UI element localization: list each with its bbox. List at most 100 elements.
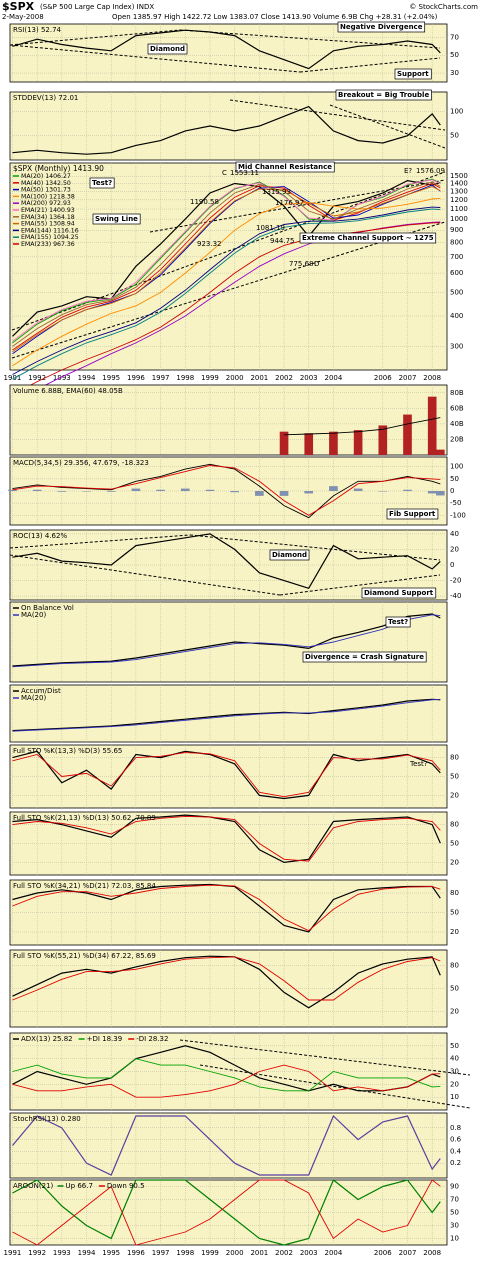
y-tick-label: 50 — [450, 840, 459, 848]
series-line — [12, 1179, 441, 1246]
x-tick-label: 2003 — [300, 1249, 318, 1257]
panel-background — [9, 91, 448, 161]
y-tick-label: 70 — [450, 33, 459, 41]
y-tick-label: 30 — [450, 69, 459, 77]
series-line — [12, 956, 441, 1001]
panel-background — [9, 601, 448, 683]
bar — [205, 489, 215, 491]
series-line — [12, 206, 441, 375]
series-line — [12, 613, 441, 667]
y-tick-label: -40 — [450, 592, 461, 600]
series-line — [12, 815, 441, 862]
bar — [427, 491, 437, 494]
annotation: C — [222, 169, 227, 177]
annotation: Diamond — [150, 45, 185, 53]
annotation: 944.75 — [270, 237, 295, 245]
x-tick-label: 1994 — [78, 374, 96, 382]
series-line — [12, 186, 441, 353]
panel-title: STDDEV(13) 72.01 — [13, 94, 78, 102]
x-tick-label: 2002 — [275, 374, 293, 382]
y-tick-label: 100 — [450, 463, 463, 471]
panel-title: Full STO %K(13,3) %D(3) 55.65 — [13, 747, 122, 755]
y-tick-label: 50 — [450, 985, 459, 993]
series-line — [12, 1058, 441, 1092]
series-line — [12, 1179, 441, 1246]
x-tick-label: 1991 — [4, 1249, 22, 1257]
series-line — [284, 417, 441, 436]
y-tick-label: 0 — [450, 561, 454, 569]
annotation: 923.32 — [197, 240, 222, 248]
annotation: Diamond — [272, 551, 307, 559]
y-tick-label: 1100 — [450, 205, 468, 213]
y-tick-label: 10 — [450, 1093, 459, 1101]
annotation: Fib Support — [389, 510, 436, 518]
trend-line — [179, 1039, 471, 1076]
annotation-box — [394, 68, 432, 80]
trend-line — [9, 44, 301, 73]
x-tick-label: 2002 — [275, 1249, 293, 1257]
trend-line — [299, 57, 441, 73]
y-tick-label: 1400 — [450, 180, 468, 188]
annotation-box — [302, 651, 427, 663]
series-line — [12, 183, 441, 351]
series-line — [12, 750, 441, 800]
annotation: 1553.11 — [230, 169, 259, 177]
annotation: Support — [397, 70, 429, 78]
y-tick-label: 50 — [450, 132, 459, 140]
trend-line — [9, 29, 181, 46]
x-tick-label: 2000 — [226, 1249, 244, 1257]
x-tick-label: 2007 — [399, 374, 417, 382]
series-line — [12, 884, 441, 932]
y-tick-label: -20 — [450, 577, 461, 585]
y-tick-label: 10 — [450, 1235, 459, 1243]
x-tick-label: 2006 — [374, 1249, 392, 1257]
series-line — [12, 179, 441, 337]
series-line — [12, 533, 441, 590]
y-tick-label: 700 — [450, 253, 463, 261]
x-tick-label: 1996 — [127, 1249, 145, 1257]
annotation: 1315.93 — [262, 188, 291, 196]
panel-background — [9, 1112, 448, 1179]
bar — [353, 430, 363, 455]
trend-line — [189, 534, 441, 561]
panel-title: AROON(21) — [13, 1182, 54, 1190]
x-tick-label: 1997 — [152, 1249, 170, 1257]
legend-label: EMA(233) 967.36 — [21, 241, 75, 248]
series-line — [12, 698, 441, 732]
legend-label: EMA(55) 1308.94 — [21, 221, 75, 228]
series-line — [12, 29, 441, 70]
series-line — [12, 1114, 441, 1176]
series-line — [12, 221, 441, 401]
panel-background — [9, 384, 448, 456]
legend-label: MA(200) 972.93 — [21, 200, 71, 207]
panel-title: ROC(13) 4.62% — [13, 532, 67, 540]
trend-line — [229, 99, 446, 131]
annotation: 1081.19 — [256, 224, 285, 232]
legend-label: Accum/Dist — [21, 687, 61, 695]
annotation: 775.68 — [289, 260, 314, 268]
x-tick-label: 2001 — [250, 374, 268, 382]
y-tick-label: 300 — [450, 342, 463, 350]
y-tick-label: 100 — [450, 107, 463, 115]
y-tick-label: 1000 — [450, 215, 468, 223]
series-line — [12, 814, 441, 864]
annotation: Negative Divergence — [340, 23, 423, 31]
panel-title: $SPX (Monthly) 1413.90 — [13, 164, 104, 173]
panel-background — [9, 23, 448, 83]
bar — [255, 491, 264, 496]
x-tick-label: 2003 — [300, 374, 318, 382]
annotation: Swing Line — [95, 215, 138, 223]
annotation: 1576.09 — [416, 167, 445, 175]
y-tick-label: 80 — [450, 754, 459, 762]
x-tick-label: 2008 — [423, 374, 441, 382]
y-tick-label: 20 — [450, 1080, 459, 1088]
legend-label: MA(50) 1301.73 — [21, 187, 71, 194]
annotation-box — [89, 177, 115, 189]
legend-label: EMA(144) 1116.16 — [21, 227, 79, 234]
y-tick-label: 50 — [450, 773, 459, 781]
bar — [378, 425, 388, 455]
legend-label: MA(20) — [21, 611, 46, 619]
bar — [230, 491, 239, 493]
y-tick-label: 50 — [450, 51, 459, 59]
